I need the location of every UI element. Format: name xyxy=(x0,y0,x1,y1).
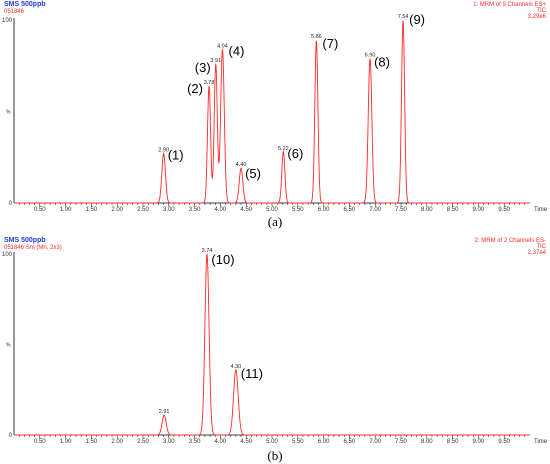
peak-id-label: (7) xyxy=(322,36,338,51)
sample-id: 051846 xyxy=(4,9,25,15)
chart-title: SMS 500ppb xyxy=(4,237,46,244)
peak-id-label: (6) xyxy=(287,146,303,161)
peak-id-label: (8) xyxy=(374,54,390,69)
x-axis-label: Time xyxy=(534,439,548,445)
peak-rt-label: 4.40 xyxy=(236,162,247,168)
x-tick-label: 5.00 xyxy=(266,207,278,213)
panel-label-b: (b) xyxy=(267,448,283,463)
x-tick-label: 1.00 xyxy=(60,439,72,445)
x-tick-label: 8.50 xyxy=(447,439,459,445)
x-tick-label: 2.00 xyxy=(111,207,123,213)
y-tick-label: 0 xyxy=(9,433,13,439)
peak-id-label: (1) xyxy=(168,148,184,163)
x-tick-label: 6.00 xyxy=(318,207,330,213)
y-tick-label: 100 xyxy=(2,252,13,258)
y-tick-label: 100 xyxy=(2,18,13,24)
peak-id-label: (3) xyxy=(195,60,211,75)
peak-rt-label: 4.04 xyxy=(217,43,228,49)
chromatogram-b: SMS 500ppb 051846 Sm (Mn, 2x3) 2: MRM of 2… xyxy=(0,236,550,464)
x-tick-label: 1.00 xyxy=(60,207,72,213)
x-tick-label: 9.00 xyxy=(473,207,485,213)
peak-id-label: (2) xyxy=(187,81,203,96)
chromatogram-trace xyxy=(14,20,530,204)
panel-label-a: (a) xyxy=(267,214,283,229)
x-tick-label: 1.50 xyxy=(86,439,98,445)
peak-rt-label: 5.86 xyxy=(311,34,322,40)
x-tick-label: 7.00 xyxy=(369,207,381,213)
x-tick-label: 8.00 xyxy=(421,439,433,445)
x-tick-label: 5.00 xyxy=(266,439,278,445)
peak-rt-label: 2.91 xyxy=(159,409,170,415)
y-axis-label: % xyxy=(6,110,11,116)
x-tick-label: 4.50 xyxy=(240,439,252,445)
x-tick-label: 8.00 xyxy=(421,207,433,213)
chromatogram-a: SMS 500ppb 051846 1: MRM of 9 Channels ES+… xyxy=(0,0,550,229)
x-tick-label: 9.50 xyxy=(498,439,510,445)
x-tick-label: 3.00 xyxy=(163,439,175,445)
peak-rt-label: 7.54 xyxy=(398,14,409,20)
trace-type: TIC xyxy=(536,244,546,250)
intensity-value: 2.37e4 xyxy=(528,250,547,256)
peak-id-label: (11) xyxy=(241,366,263,381)
peak-rt-label: 6.90 xyxy=(365,52,376,58)
x-tick-label: 6.50 xyxy=(344,207,356,213)
peak-rt-label: 3.91 xyxy=(210,58,221,64)
chromatogram-trace xyxy=(14,253,530,436)
x-tick-label: 3.50 xyxy=(189,439,201,445)
x-tick-label: 9.50 xyxy=(498,207,510,213)
peak-id-label: (4) xyxy=(229,43,245,58)
peak-id-label: (9) xyxy=(409,12,425,27)
x-tick-label: 6.00 xyxy=(318,439,330,445)
x-tick-label: 0.50 xyxy=(34,207,46,213)
y-tick-label: 0 xyxy=(9,201,13,207)
intensity-value: 3.29e6 xyxy=(528,14,547,20)
x-tick-label: 7.50 xyxy=(395,207,407,213)
channel-info: 2: MRM of 2 Channels ES- xyxy=(475,238,546,244)
x-tick-label: 3.50 xyxy=(189,207,201,213)
x-tick-label: 2.00 xyxy=(111,439,123,445)
x-tick-label: 1.50 xyxy=(86,207,98,213)
x-tick-label: 2.50 xyxy=(137,207,149,213)
peak-id-label: (10) xyxy=(211,252,234,267)
trace-type: TIC xyxy=(536,8,546,14)
x-tick-label: 9.00 xyxy=(473,439,485,445)
chart-title: SMS 500ppb xyxy=(4,1,46,8)
x-tick-label: 8.50 xyxy=(447,207,459,213)
sample-id: 051846 Sm (Mn, 2x3) xyxy=(4,245,62,251)
x-tick-label: 4.00 xyxy=(215,439,227,445)
y-axis-label: % xyxy=(6,343,11,349)
x-tick-label: 7.00 xyxy=(369,439,381,445)
peak-rt-label: 2.90 xyxy=(158,148,169,154)
x-tick-label: 0.50 xyxy=(34,439,46,445)
x-tick-label: 4.00 xyxy=(215,207,227,213)
channel-info: 1: MRM of 9 Channels ES+ xyxy=(473,2,546,8)
x-tick-label: 7.50 xyxy=(395,439,407,445)
peak-rt-label: 3.78 xyxy=(204,80,215,86)
peak-rt-label: 4.30 xyxy=(231,364,242,370)
x-tick-label: 6.50 xyxy=(344,439,356,445)
peak-id-label: (5) xyxy=(245,166,261,181)
x-tick-label: 5.50 xyxy=(292,439,304,445)
x-tick-label: 5.50 xyxy=(292,207,304,213)
peak-rt-label: 5.22 xyxy=(278,146,289,152)
peak-rt-label: 3.74 xyxy=(202,248,213,254)
x-tick-label: 3.00 xyxy=(163,207,175,213)
x-tick-label: 2.50 xyxy=(137,439,149,445)
x-axis-label: Time xyxy=(534,207,548,213)
x-tick-label: 4.50 xyxy=(240,207,252,213)
